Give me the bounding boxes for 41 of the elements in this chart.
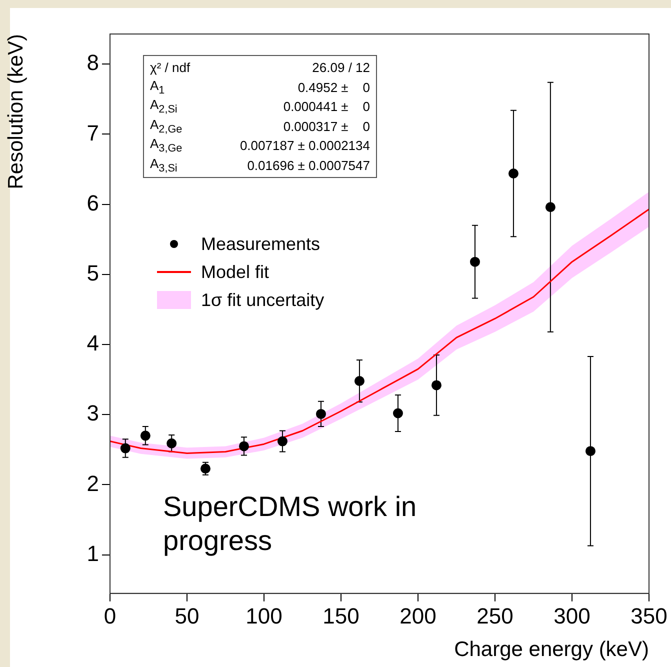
x-tick-label: 100 [246,604,282,629]
point [140,430,150,441]
y-tick-label: 1 [86,540,99,566]
y-tick-label: 3 [86,400,99,426]
y-tick-label: 6 [86,190,99,216]
y-axis-title: Resolution (keV) [4,34,28,190]
x-tick-label: 350 [630,604,668,629]
point [277,436,288,446]
y-tick-label: 7 [86,120,99,146]
point [470,256,480,267]
x-tick-label: 50 [174,604,200,629]
text: A$_{2,Ge}$ 0.000317 ± 0 [150,116,370,136]
text: χ² / ndf 26.09 / 12 [150,60,370,76]
x-tick-label: 150 [322,604,360,629]
y-tick-label: 5 [86,260,99,286]
x-tick-label: 0 [104,604,116,629]
y-tick-label: 8 [86,50,99,76]
point [431,380,442,390]
annotation: SuperCDMS work in progress [163,490,418,558]
legend-label: Model fit [201,262,270,282]
annotation: 1σ fit uncertaity [201,290,324,310]
y-tick-label: 2 [86,470,99,496]
x-tick-label: 300 [554,604,590,629]
point [120,443,130,454]
point [585,446,596,456]
y-tick-label: 4 [86,330,99,356]
text: A$_{2,Si}$ 0.000441 ± 0 [150,97,370,116]
text: A$_{3,Ge}$ 0.007187 ± 0.0002134 [150,136,370,156]
point [392,408,403,418]
point [238,441,249,452]
x-tick-label: 250 [476,604,514,629]
x-axis-title: Charge energy (keV) [454,638,649,662]
point [508,168,518,178]
point [354,376,364,386]
text: A$_{3,Si}$ 0.01696 ± 0.0007547 [150,156,370,175]
point [316,408,326,419]
text: A$_{1}$ 0.4952 ± 0 [150,78,370,97]
x-tick-label: 200 [400,604,436,629]
point [545,202,556,212]
point [166,438,177,448]
legend-label: Measurements [201,234,320,254]
